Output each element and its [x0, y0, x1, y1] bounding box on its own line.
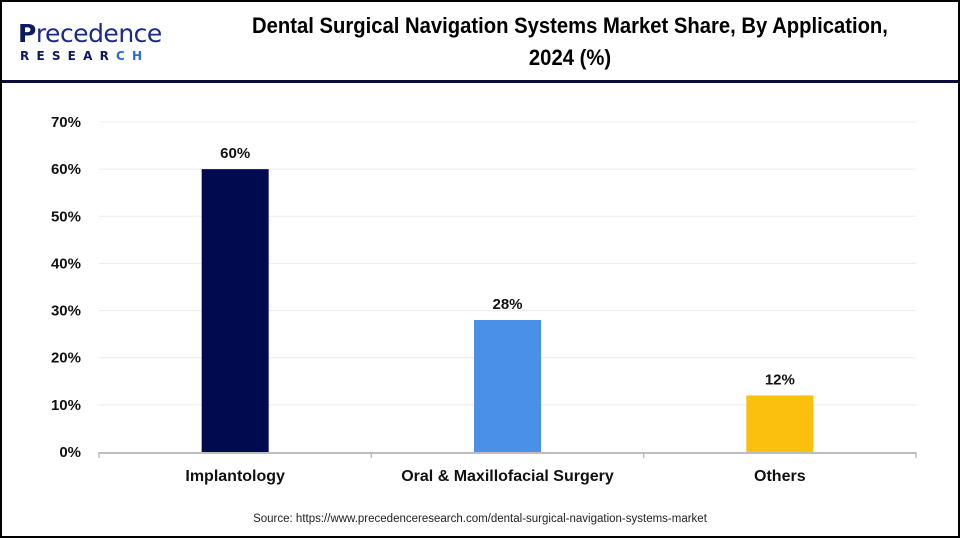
y-tick-label: 40%	[51, 255, 81, 272]
chart-title-line1: Dental Surgical Navigation Systems Marke…	[252, 13, 888, 38]
logo-sub-main: RESEAR	[20, 49, 117, 63]
header-divider	[2, 80, 958, 83]
logo-subtitle: RESEARCH	[20, 49, 149, 63]
bars	[201, 169, 814, 452]
x-axis-ticks: Implantology Oral & Maxillofacial Surgery…	[185, 468, 805, 485]
x-tick-label: Implantology	[185, 468, 285, 485]
chart-title: Dental Surgical Navigation Systems Marke…	[211, 10, 929, 74]
x-tick-label: Others	[754, 468, 806, 485]
y-tick-label: 0%	[59, 444, 81, 461]
y-tick-label: 10%	[51, 397, 81, 414]
x-tick-label: Oral & Maxillofacial Surgery	[401, 468, 614, 485]
data-label: 12%	[765, 371, 795, 388]
data-labels: 60% 28% 12%	[220, 145, 795, 388]
logo-initial: P	[18, 19, 36, 48]
y-axis-ticks: 0% 10% 20% 30% 40% 50% 60% 70%	[51, 114, 81, 461]
x-axis	[98, 452, 917, 458]
source-note: Source: https://www.precedenceresearch.c…	[253, 513, 707, 525]
data-label: 60%	[220, 145, 250, 162]
chart-title-line2: 2024 (%)	[528, 45, 612, 70]
logo-wordmark: Precedence	[18, 20, 162, 48]
bar	[201, 169, 269, 452]
y-tick-label: 20%	[51, 350, 81, 367]
bar	[746, 395, 814, 452]
logo-sub-accent: CH	[116, 49, 150, 63]
precedence-research-logo: Precedence RESEARCH	[18, 20, 163, 65]
y-tick-label: 30%	[51, 303, 81, 320]
bar	[474, 320, 541, 452]
y-tick-label: 50%	[51, 208, 81, 225]
y-tick-label: 60%	[51, 161, 81, 178]
logo-rest: recedence	[35, 19, 162, 48]
data-label: 28%	[492, 296, 522, 313]
frame-top-border	[0, 0, 960, 2]
y-tick-label: 70%	[51, 114, 81, 131]
